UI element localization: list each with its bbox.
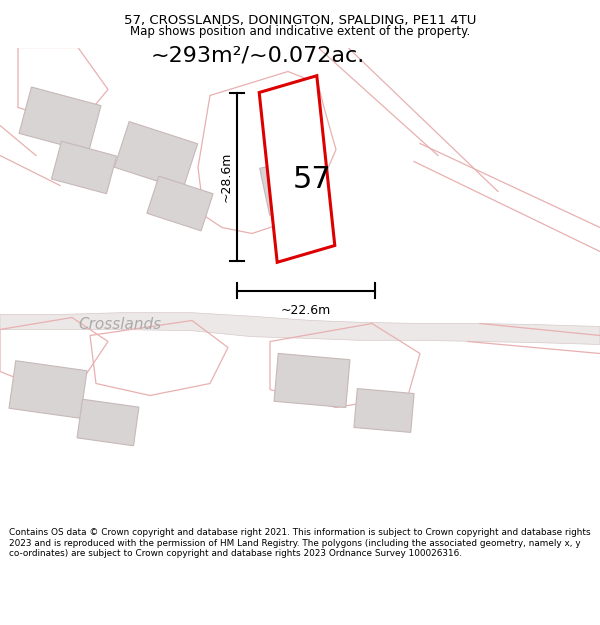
Polygon shape <box>260 156 328 215</box>
Polygon shape <box>354 389 414 432</box>
Polygon shape <box>77 399 139 446</box>
Polygon shape <box>115 121 197 189</box>
Text: Crosslands: Crosslands <box>79 318 161 332</box>
Text: 57: 57 <box>293 165 331 194</box>
Polygon shape <box>274 354 350 408</box>
Polygon shape <box>259 76 335 262</box>
Polygon shape <box>9 361 87 418</box>
Polygon shape <box>147 176 213 231</box>
Text: Contains OS data © Crown copyright and database right 2021. This information is : Contains OS data © Crown copyright and d… <box>9 528 590 558</box>
Text: 57, CROSSLANDS, DONINGTON, SPALDING, PE11 4TU: 57, CROSSLANDS, DONINGTON, SPALDING, PE1… <box>124 14 476 27</box>
Polygon shape <box>0 312 600 344</box>
Text: ~22.6m: ~22.6m <box>281 304 331 317</box>
Polygon shape <box>19 87 101 152</box>
Polygon shape <box>52 141 116 194</box>
Text: Map shows position and indicative extent of the property.: Map shows position and indicative extent… <box>130 25 470 38</box>
Text: ~293m²/~0.072ac.: ~293m²/~0.072ac. <box>151 46 365 66</box>
Text: ~28.6m: ~28.6m <box>220 151 233 202</box>
